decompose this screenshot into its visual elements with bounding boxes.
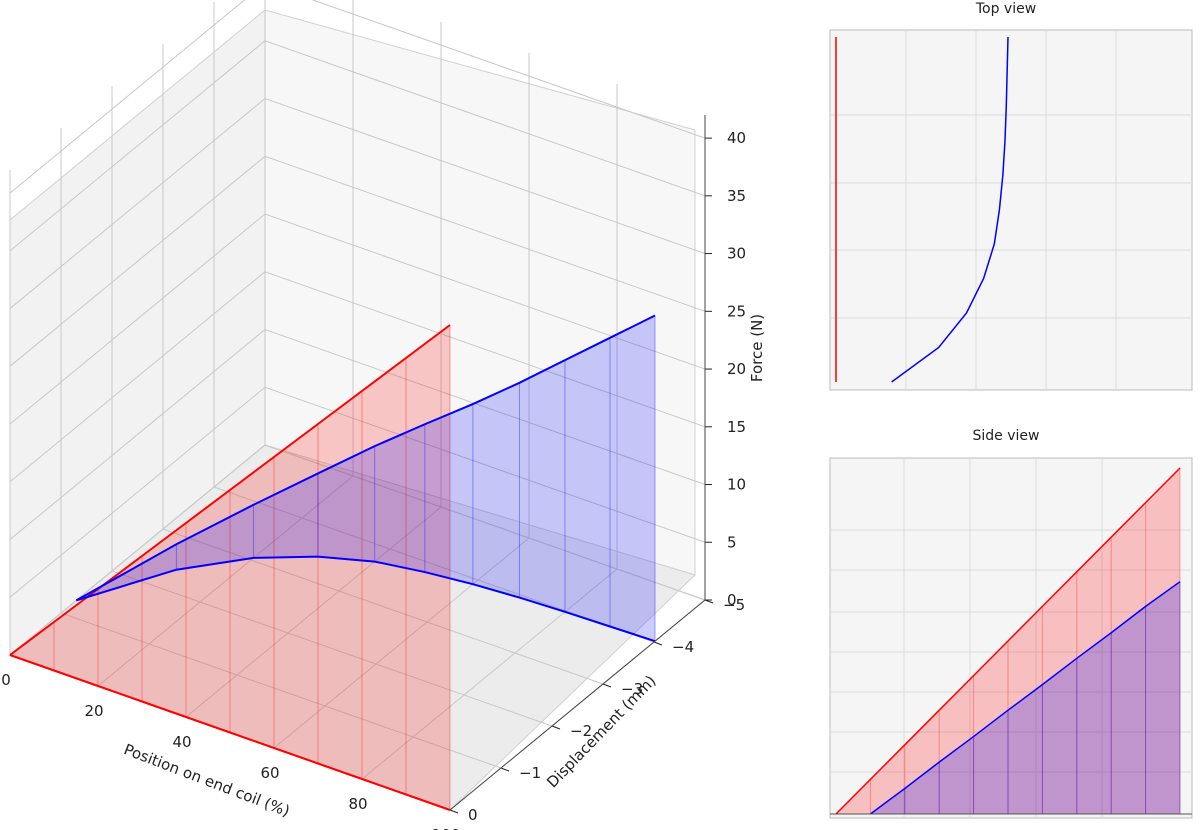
z-tick-label: 20 bbox=[727, 360, 746, 378]
side-view-series bbox=[830, 467, 1192, 815]
y-tick-mark bbox=[602, 683, 612, 688]
y-tick-mark bbox=[653, 641, 663, 646]
y-tick-label: −1 bbox=[519, 764, 541, 782]
side-view-frame bbox=[829, 457, 1193, 819]
y-tick-label: −2 bbox=[570, 722, 592, 740]
z-tick-label: 35 bbox=[727, 187, 746, 205]
grid-line-z bbox=[9, 40, 706, 252]
grid-line-z bbox=[9, 271, 706, 483]
grid-line-z bbox=[9, 155, 706, 367]
z-tick-label: 30 bbox=[727, 245, 746, 263]
grid-line-z bbox=[9, 213, 706, 425]
x-tick-label: 80 bbox=[348, 795, 367, 813]
grid-line-z bbox=[9, 386, 706, 598]
series-1-line bbox=[75, 314, 656, 602]
grid-line-z bbox=[9, 0, 706, 194]
x-tick-label: 0 bbox=[1, 671, 11, 689]
z-tick-label: 0 bbox=[727, 591, 737, 609]
z-tick-label: 10 bbox=[727, 476, 746, 494]
y-axis-line bbox=[449, 599, 706, 811]
y-tick-label: −4 bbox=[672, 638, 694, 656]
z-tick-label: 40 bbox=[727, 129, 746, 147]
z-tick-label: 5 bbox=[727, 533, 737, 551]
series-3d bbox=[9, 314, 656, 811]
x-tick-label: 20 bbox=[84, 702, 103, 720]
top-view-grid bbox=[830, 30, 1192, 390]
side-view-grid bbox=[830, 458, 1192, 818]
z-axis-label: Force (N) bbox=[748, 314, 766, 382]
series-0-base-line bbox=[9, 654, 451, 811]
x-tick-label: 60 bbox=[260, 764, 279, 782]
y-tick-label: 0 bbox=[468, 806, 478, 824]
series-0-fill bbox=[10, 325, 450, 810]
series-1-fill bbox=[76, 315, 656, 642]
top-view-series bbox=[835, 36, 1009, 383]
side-series-0-line bbox=[835, 467, 1181, 815]
grid-line-z bbox=[9, 98, 706, 309]
z-tick-label: 25 bbox=[727, 302, 746, 320]
y-tick-mark bbox=[551, 725, 561, 730]
plot-top-view: Top view bbox=[829, 1, 1193, 391]
top-view-frame bbox=[829, 29, 1193, 391]
series-1-base-line bbox=[76, 555, 656, 643]
y-tick-label: −5 bbox=[723, 596, 745, 614]
series-0-line bbox=[9, 324, 451, 656]
z-tick-label: 15 bbox=[727, 418, 746, 436]
side-view-title: Side view bbox=[973, 428, 1040, 444]
side-series-1-line bbox=[869, 581, 1181, 815]
plot-side-view: Side view bbox=[829, 428, 1193, 819]
x-tick-label: 40 bbox=[172, 733, 191, 751]
y-tick-label: −3 bbox=[621, 680, 643, 698]
plot-3d: 0204060801000−1−2−3−4−50510152025303540 … bbox=[1, 0, 766, 830]
top-series-1-line bbox=[891, 36, 1009, 383]
y-tick-mark bbox=[449, 809, 459, 814]
grid-line-z bbox=[9, 444, 706, 656]
grid-line-z bbox=[9, 328, 706, 540]
y-tick-mark bbox=[500, 767, 510, 772]
top-view-title: Top view bbox=[975, 1, 1036, 17]
x-tick-label: 100 bbox=[432, 826, 461, 830]
